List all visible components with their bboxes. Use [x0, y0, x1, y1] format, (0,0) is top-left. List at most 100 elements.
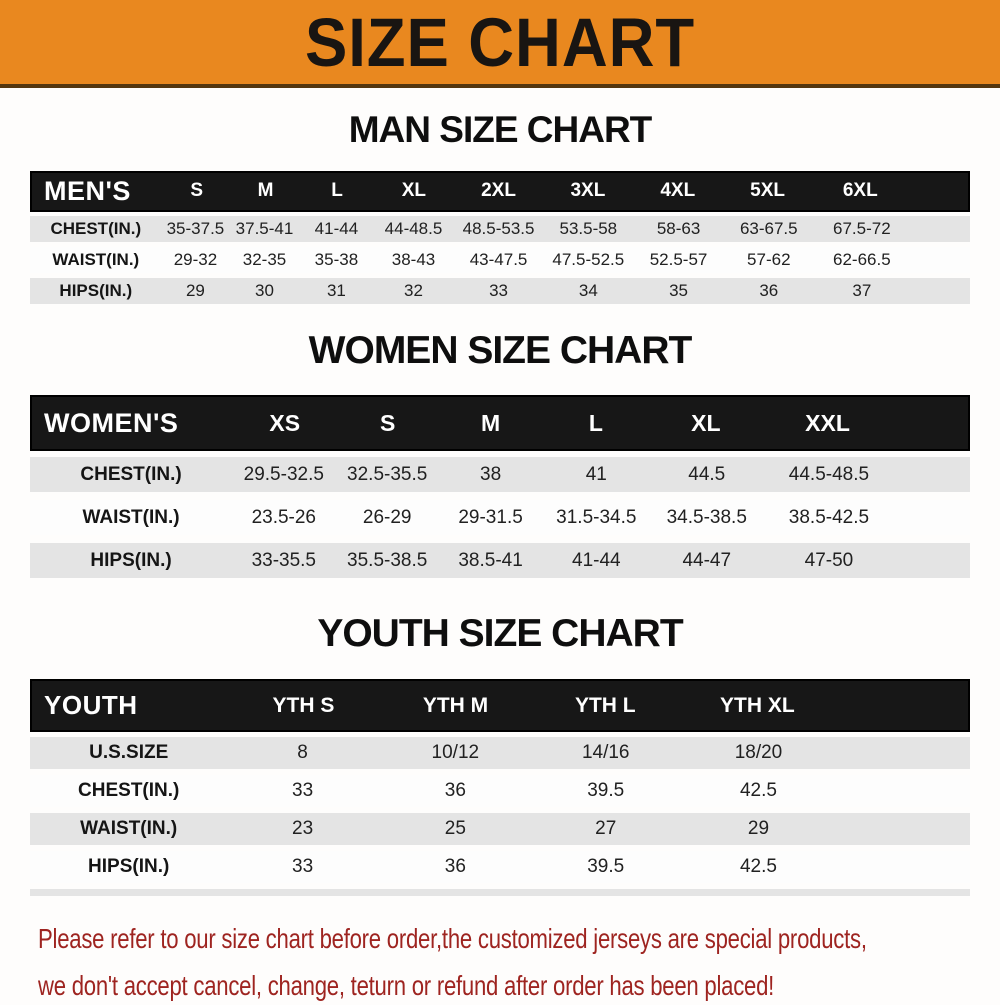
row-label: CHEST(IN.): [80, 463, 182, 485]
size-value-cell: 32: [404, 280, 423, 300]
group-label: WOMEN'S: [44, 407, 179, 438]
size-value-cell: 36: [444, 780, 466, 802]
row-label: HIPS(IN.): [59, 280, 133, 300]
men-section-heading: MAN SIZE CHART: [348, 109, 653, 150]
size-column-header: 2XL: [481, 180, 516, 202]
size-column-header: YTH L: [574, 693, 636, 717]
size-value-cell: 44-47: [682, 549, 732, 571]
row-label: CHEST(IN.): [50, 218, 142, 238]
size-column-header: L: [588, 409, 603, 436]
size-column-header: XL: [401, 180, 426, 202]
table-bottom-strip: [30, 889, 970, 897]
size-value-cell: 44-48.5: [384, 218, 443, 238]
size-value-cell: 35-37.5: [166, 218, 225, 238]
size-value-cell: 35.5-38.5: [347, 549, 428, 571]
size-value-cell: 30: [255, 280, 274, 300]
size-value-cell: 35-38: [314, 249, 359, 269]
size-value-cell: 52.5-57: [649, 249, 708, 269]
size-value-cell: 47-50: [804, 549, 854, 571]
row-label: HIPS(IN.): [90, 549, 172, 571]
size-value-cell: 62-66.5: [833, 249, 891, 269]
size-value-cell: 43-47.5: [469, 249, 528, 269]
size-column-header: YTH M: [422, 693, 489, 717]
size-column-header: 3XL: [570, 180, 606, 202]
size-value-cell: 32.5-35.5: [347, 463, 428, 485]
size-value-cell: 27: [595, 818, 617, 840]
youth-size-table: YOUTH YTH S YTH M YTH L YTH XL U.S.SIZE 8 10/12…: [30, 679, 970, 884]
size-value-cell: 41-44: [314, 218, 359, 238]
table-row: WAIST(IN.) 23 25 27 29: [30, 813, 970, 846]
size-value-cell: 38-43: [391, 249, 436, 269]
size-value-cell: 34.5-38.5: [666, 506, 747, 528]
size-value-cell: 33: [292, 780, 314, 802]
size-value-cell: 38.5-42.5: [788, 506, 870, 528]
size-value-cell: 36: [444, 856, 466, 878]
size-value-cell: 29: [747, 818, 770, 840]
size-column-header: XL: [691, 409, 721, 436]
size-value-cell: 53.5-58: [559, 218, 618, 238]
size-value-cell: 31: [326, 280, 346, 300]
size-value-cell: 39.5: [587, 780, 625, 802]
group-label: YOUTH: [44, 690, 138, 721]
row-label: WAIST(IN.): [82, 506, 180, 528]
row-label: U.S.SIZE: [89, 742, 169, 764]
size-column-header: 6XL: [842, 180, 878, 202]
men-size-table: MEN'S S M L XL 2XL 3XL 4XL 5XL 6XL CHEST(IN.) 35-37…: [30, 170, 970, 304]
size-column-header: 4XL: [660, 180, 696, 202]
size-value-cell: 29: [185, 280, 205, 300]
size-value-cell: 34: [578, 280, 598, 300]
order-note: Please refer to our size chart before or…: [0, 896, 1000, 1005]
size-column-header: M: [481, 409, 501, 436]
table-row: HIPS(IN.) 29 30 31 32 33 34 35 36 37: [30, 277, 970, 304]
size-column-header: YTH XL: [720, 693, 795, 717]
row-label: CHEST(IN.): [78, 780, 180, 802]
size-value-cell: 48.5-53.5: [462, 218, 535, 238]
size-column-header: S: [379, 409, 396, 436]
size-value-cell: 42.5: [739, 780, 777, 802]
size-value-cell: 10/12: [431, 742, 480, 764]
size-value-cell: 33: [292, 856, 314, 878]
note-line-1: Please refer to our size chart before or…: [38, 923, 867, 955]
size-value-cell: 29-32: [173, 249, 218, 269]
table-header-bar: YOUTH YTH S YTH M YTH L YTH XL: [30, 679, 970, 733]
size-value-cell: 39.5: [587, 856, 625, 878]
size-value-cell: 36: [759, 280, 779, 300]
table-row: HIPS(IN.) 33-35.5 35.5-38.5 38.5-41 41-44 44-…: [30, 543, 970, 579]
size-value-cell: 26-29: [362, 506, 412, 528]
size-value-cell: 42.5: [739, 856, 777, 878]
size-value-cell: 37.5-41: [235, 218, 294, 238]
size-column-header: YTH S: [272, 693, 335, 717]
table-row: WAIST(IN.) 23.5-26 26-29 29-31.5 31.5-34.5 34…: [30, 500, 970, 536]
banner-title: SIZE CHART: [304, 3, 696, 81]
table-row: U.S.SIZE 8 10/12 14/16 18/20: [30, 737, 970, 770]
size-value-cell: 29.5-32.5: [243, 463, 324, 485]
size-column-header: S: [190, 180, 204, 202]
size-column-header: L: [331, 180, 343, 202]
size-value-cell: 63-67.5: [739, 218, 798, 238]
women-section-heading: WOMEN SIZE CHART: [308, 328, 693, 372]
size-value-cell: 67.5-72: [833, 218, 891, 238]
size-value-cell: 57-62: [747, 249, 791, 269]
table-row: CHEST(IN.) 35-37.5 37.5-41 41-44 44-48.5 48.5…: [30, 215, 970, 242]
women-size-section: WOMEN SIZE CHART WOMEN'S XS S M L XL XXL CHEST(…: [30, 329, 970, 579]
size-value-cell: 41-44: [572, 549, 621, 571]
size-value-cell: 38: [480, 463, 502, 485]
size-value-cell: 37: [852, 280, 872, 300]
size-column-header: 5XL: [750, 180, 786, 202]
group-label: MEN'S: [44, 175, 131, 206]
youth-section-heading: YOUTH SIZE CHART: [317, 612, 683, 656]
size-value-cell: 44.5: [688, 463, 726, 485]
size-value-cell: 33: [489, 280, 509, 300]
size-value-cell: 35: [669, 280, 689, 300]
youth-size-section: YOUTH SIZE CHART YOUTH YTH S YTH M YTH L YTH…: [30, 612, 970, 897]
size-value-cell: 38.5-41: [458, 549, 523, 571]
size-value-cell: 8: [297, 742, 308, 764]
banner: SIZE CHART: [0, 0, 1000, 88]
size-value-cell: 41: [585, 463, 607, 485]
row-label: HIPS(IN.): [88, 856, 170, 878]
row-label: WAIST(IN.): [52, 249, 140, 269]
size-column-header: XXL: [805, 409, 850, 436]
table-row: HIPS(IN.) 33 36 39.5 42.5: [30, 851, 970, 884]
size-value-cell: 23.5-26: [251, 506, 317, 528]
